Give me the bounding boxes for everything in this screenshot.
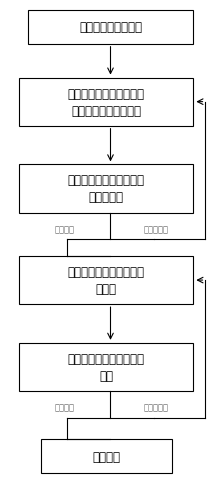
Text: 修复不合格: 修复不合格 (144, 403, 169, 412)
FancyBboxPatch shape (19, 165, 193, 213)
Text: 检测土壤及地下水中六价
铬还原效果: 检测土壤及地下水中六价 铬还原效果 (68, 174, 145, 204)
Text: 场地平整及桩机就位: 场地平整及桩机就位 (79, 21, 142, 34)
Text: 修复不合格: 修复不合格 (144, 225, 169, 234)
FancyBboxPatch shape (19, 257, 193, 304)
FancyBboxPatch shape (28, 11, 193, 45)
Text: 修复合格: 修复合格 (55, 225, 75, 234)
Text: 修复结束: 修复结束 (92, 450, 120, 463)
Text: 使用搅拌注入设备将浆液
独立地注入地下并搅拌: 使用搅拌注入设备将浆液 独立地注入地下并搅拌 (68, 88, 145, 118)
Text: 检验六价铬、三价铬修复
效果: 检验六价铬、三价铬修复 效果 (68, 352, 145, 382)
FancyBboxPatch shape (19, 78, 193, 126)
Text: 修复合格: 修复合格 (55, 403, 75, 412)
FancyBboxPatch shape (19, 343, 193, 391)
Text: 注入膨润土与工业废碱混
合浆液: 注入膨润土与工业废碱混 合浆液 (68, 266, 145, 295)
FancyBboxPatch shape (41, 439, 171, 473)
